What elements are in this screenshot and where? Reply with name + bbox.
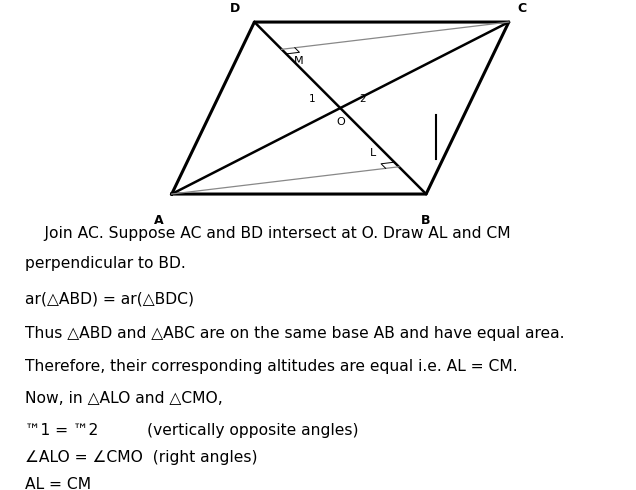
Text: L: L bbox=[370, 148, 377, 158]
Text: perpendicular to BD.: perpendicular to BD. bbox=[25, 256, 186, 271]
Text: 2: 2 bbox=[359, 94, 366, 103]
Text: B: B bbox=[422, 214, 431, 227]
Text: 1: 1 bbox=[308, 94, 315, 103]
Text: Now, in △ALO and △CMO,: Now, in △ALO and △CMO, bbox=[25, 391, 223, 406]
Text: C: C bbox=[517, 2, 526, 15]
Text: A: A bbox=[154, 214, 164, 227]
Text: Join AC. Suppose AC and BD intersect at O. Draw AL and CM: Join AC. Suppose AC and BD intersect at … bbox=[25, 226, 511, 242]
Text: ™1 = ™2          (vertically opposite angles): ™1 = ™2 (vertically opposite angles) bbox=[25, 423, 359, 438]
Text: AL = CM: AL = CM bbox=[25, 477, 92, 490]
Text: Therefore, their corresponding altitudes are equal i.e. AL = CM.: Therefore, their corresponding altitudes… bbox=[25, 359, 518, 373]
Text: D: D bbox=[230, 2, 240, 15]
Text: M: M bbox=[294, 56, 304, 66]
Text: ∠ALO = ∠CMO  (right angles): ∠ALO = ∠CMO (right angles) bbox=[25, 450, 258, 465]
Text: Thus △ABD and △ABC are on the same base AB and have equal area.: Thus △ABD and △ABC are on the same base … bbox=[25, 326, 565, 341]
Text: O: O bbox=[336, 117, 345, 127]
Text: ar(△ABD) = ar(△BDC): ar(△ABD) = ar(△BDC) bbox=[25, 291, 195, 306]
